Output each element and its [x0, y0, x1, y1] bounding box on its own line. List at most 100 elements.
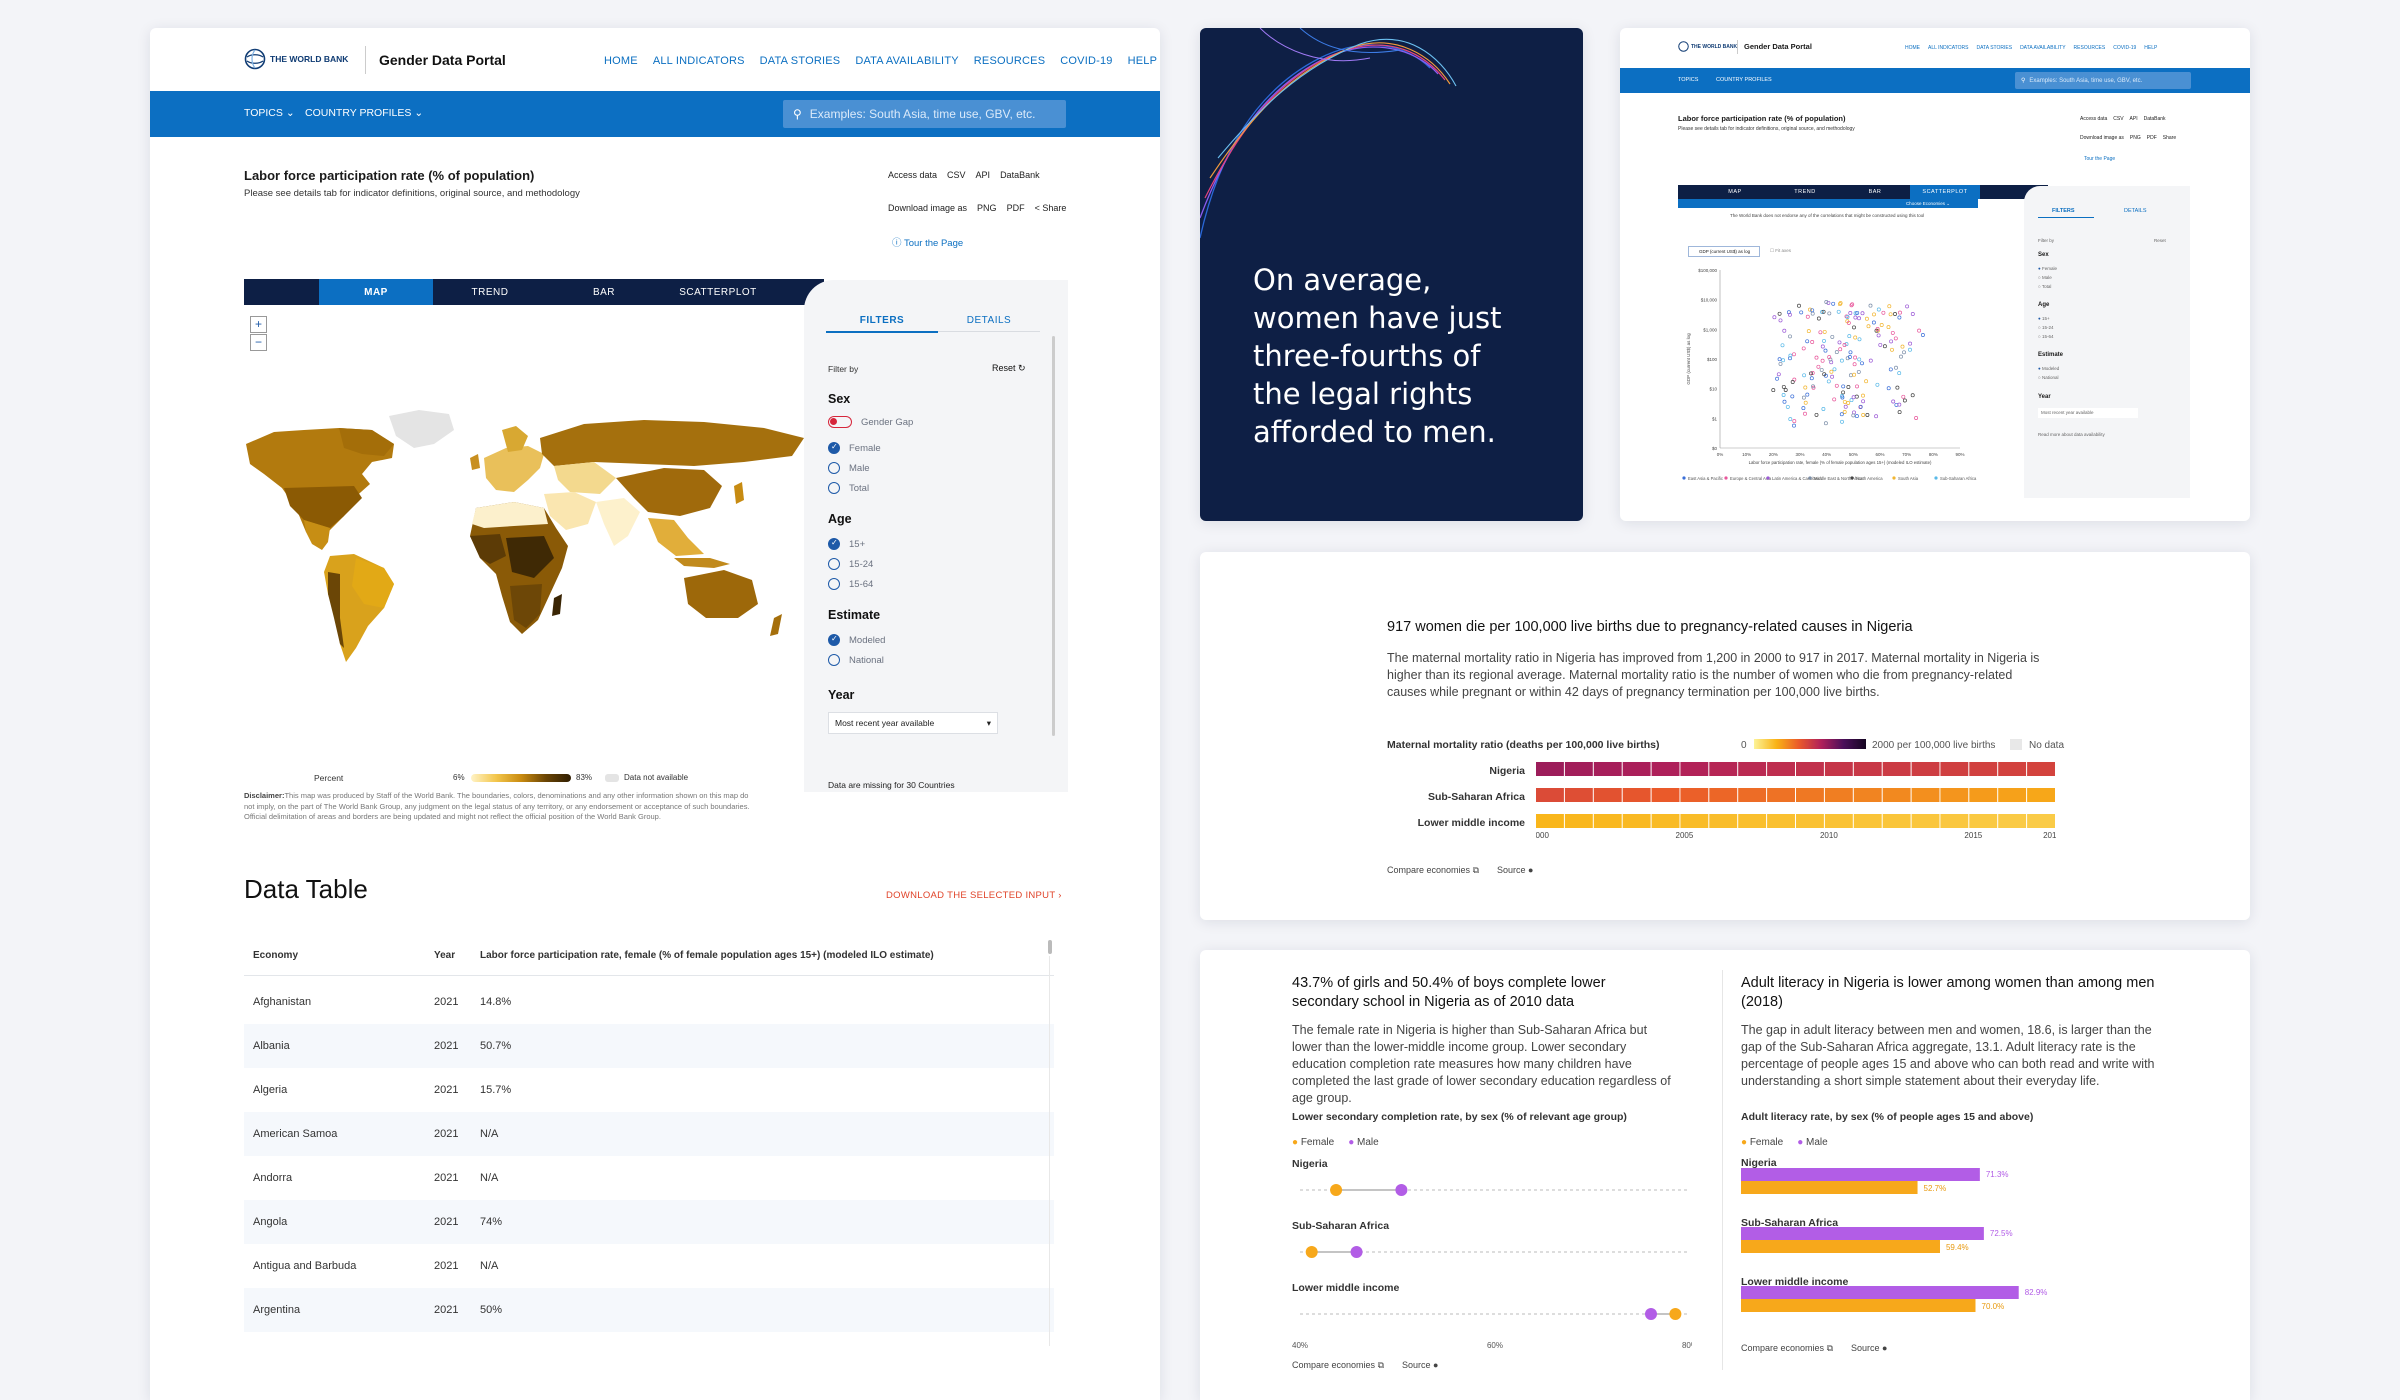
tab-filters[interactable]: FILTERS — [859, 315, 905, 326]
portal-title[interactable]: Gender Data Portal — [379, 52, 506, 68]
age-15-24-option[interactable]: 15-24 — [828, 554, 873, 574]
literacy-bar-chart[interactable]: 71.3% 52.7% 72.5% 59.4% 82.9% 70.0% — [1741, 1168, 2161, 1348]
age-15-24-option[interactable]: ○ 15-24 — [2038, 325, 2054, 330]
age-15-64-option[interactable]: 15-64 — [828, 574, 873, 594]
nav-all-indicators[interactable]: ALL INDICATORS — [652, 55, 745, 67]
sex-total-option[interactable]: ○ Total — [2038, 284, 2052, 289]
nav-resources[interactable]: RESOURCES — [973, 55, 1046, 67]
share-button[interactable]: < Share — [1035, 203, 1067, 213]
nav-help[interactable]: HELP — [1127, 55, 1158, 67]
age-15plus-option[interactable]: 15+ — [828, 534, 865, 554]
tab-details[interactable]: DETAILS — [966, 315, 1012, 326]
sex-male-option[interactable]: ○ Male — [2038, 275, 2052, 280]
tab-trend[interactable]: TREND — [1794, 189, 1816, 195]
age-15plus-option[interactable]: ● 15+ — [2038, 316, 2050, 321]
country-profiles-menu[interactable]: COUNTRY PROFILES ⌄ — [305, 107, 423, 119]
year-select[interactable]: Most recent year available — [2038, 408, 2138, 418]
nav-home[interactable]: HOME — [1905, 45, 1920, 51]
tab-bar[interactable]: BAR — [592, 286, 616, 298]
databank-link[interactable]: DataBank — [1000, 170, 1040, 180]
pdf-link[interactable]: PDF — [2146, 135, 2157, 141]
csv-link[interactable]: CSV — [947, 170, 966, 180]
table-row[interactable]: Algeria 2021 15.7% — [244, 1068, 1054, 1112]
tab-trend[interactable]: TREND — [471, 286, 509, 298]
edu-compare-link[interactable]: Compare economies ⧉ — [1292, 1360, 1384, 1371]
year-select[interactable]: Most recent year available ▾ — [828, 712, 998, 734]
table-row[interactable]: Antigua and Barbuda 2021 N/A — [244, 1244, 1054, 1288]
lit-source-link[interactable]: Source ● — [1851, 1343, 1887, 1353]
estimate-modeled-option[interactable]: Modeled — [828, 630, 885, 650]
databank-link[interactable]: DataBank — [2143, 116, 2166, 122]
compare-economies-link[interactable]: Compare economies ⧉ — [1387, 865, 1479, 876]
portal-title[interactable]: Gender Data Portal — [1744, 42, 1812, 51]
table-row[interactable]: Albania 2021 50.7% — [244, 1024, 1054, 1068]
tab-details[interactable]: DETAILS — [2124, 208, 2147, 214]
api-link[interactable]: API — [975, 170, 991, 180]
nav-all-indicators[interactable]: ALL INDICATORS — [1928, 45, 1969, 51]
tour-link[interactable]: Tour the Page — [2084, 156, 2116, 162]
wb-logo[interactable]: THE WORLD BANK — [244, 48, 348, 70]
nav-data-stories[interactable]: DATA STORIES — [759, 55, 841, 67]
zoom-out-button[interactable]: − — [250, 334, 267, 351]
nav-home[interactable]: HOME — [604, 55, 638, 67]
world-map[interactable] — [244, 408, 812, 666]
header-value[interactable]: Labor force participation rate, female (… — [480, 950, 934, 961]
pdf-link[interactable]: PDF — [1006, 203, 1025, 213]
table-scrollbar[interactable] — [1048, 940, 1052, 954]
tour-link[interactable]: ⓘ Tour the Page — [892, 235, 963, 249]
age-15-64-option[interactable]: ○ 15-64 — [2038, 334, 2054, 339]
estimate-national-option[interactable]: ○ National — [2038, 375, 2059, 380]
sex-male-option[interactable]: Male — [828, 458, 870, 478]
tab-scatterplot[interactable]: SCATTERPLOT — [1910, 185, 1980, 199]
zoom-in-button[interactable]: + — [250, 316, 267, 333]
sex-total-option[interactable]: Total — [828, 478, 869, 498]
tab-bar[interactable]: BAR — [1868, 189, 1882, 195]
header-economy[interactable]: Economy — [253, 950, 299, 961]
mmr-heatmap[interactable]: 2000 2005 2010 2015 2017 — [1536, 762, 2056, 842]
table-row[interactable]: Afghanistan 2021 14.8% — [244, 980, 1054, 1024]
table-row[interactable]: American Samoa 2021 N/A — [244, 1112, 1054, 1156]
nav-covid[interactable]: COVID-19 — [2113, 45, 2137, 51]
completion-dot-plot[interactable]: 40% 60% 80% — [1292, 1170, 1692, 1350]
sex-female-option[interactable]: ● Female — [2038, 266, 2057, 271]
tab-filters[interactable]: FILTERS — [2052, 208, 2075, 214]
nav-data-availability[interactable]: DATA AVAILABILITY — [2020, 45, 2066, 51]
gender-gap-toggle[interactable]: Gender Gap — [828, 412, 913, 432]
png-link[interactable]: PNG — [2129, 135, 2141, 141]
lit-compare-link[interactable]: Compare economies ⧉ — [1741, 1343, 1833, 1354]
country-profiles-menu[interactable]: COUNTRY PROFILES — [1716, 77, 1772, 83]
search-input[interactable]: ⚲ Examples: South Asia, time use, GBV, et… — [2015, 72, 2191, 89]
reset-button[interactable]: Reset — [2154, 238, 2166, 243]
table-row[interactable]: Andorra 2021 N/A — [244, 1156, 1054, 1200]
estimate-national-option[interactable]: National — [828, 650, 884, 670]
api-link[interactable]: API — [2129, 116, 2138, 122]
filter-scrollbar[interactable] — [1052, 336, 1055, 736]
read-more-link[interactable]: Read more about data availability — [2038, 432, 2105, 437]
topics-menu[interactable]: TOPICS ⌄ — [244, 107, 295, 119]
share-button[interactable]: Share — [2162, 135, 2177, 141]
x-variable-select[interactable]: GDP (current US$) as log — [1688, 246, 1760, 257]
table-row[interactable]: Argentina 2021 50% — [244, 1288, 1054, 1332]
nav-resources[interactable]: RESOURCES — [2073, 45, 2106, 51]
nav-covid[interactable]: COVID-19 — [1060, 55, 1113, 67]
nav-help[interactable]: HELP — [2144, 45, 2158, 51]
csv-link[interactable]: CSV — [2113, 116, 2124, 122]
scatterplot[interactable]: $100,000 $10,000 $1,000 $100 $10 $1 $00% 10% 20%… — [1680, 260, 1980, 521]
nav-data-stories[interactable]: DATA STORIES — [1976, 45, 2013, 51]
tab-scatterplot[interactable]: SCATTERPLOT — [679, 286, 757, 298]
header-year[interactable]: Year — [434, 950, 456, 961]
sex-female-option[interactable]: Female — [828, 438, 881, 458]
topics-menu[interactable]: TOPICS — [1678, 77, 1699, 83]
source-link[interactable]: Source ● — [1497, 865, 1533, 875]
download-input-link[interactable]: DOWNLOAD THE SELECTED INPUT › — [886, 890, 1062, 901]
png-link[interactable]: PNG — [977, 203, 997, 213]
tab-map[interactable]: MAP — [1728, 189, 1742, 195]
fit-axes-checkbox[interactable]: ☐ Fit axes — [1770, 248, 1792, 253]
estimate-modeled-option[interactable]: ● Modeled — [2038, 366, 2060, 371]
search-input[interactable]: ⚲ Examples: South Asia, time use, GBV, e… — [783, 100, 1066, 128]
edu-source-link[interactable]: Source ● — [1402, 1360, 1438, 1370]
table-row[interactable]: Angola 2021 74% — [244, 1200, 1054, 1244]
choose-economies-bar[interactable]: Choose Economies ⌄ — [1678, 199, 1978, 208]
nav-data-availability[interactable]: DATA AVAILABILITY — [855, 55, 959, 67]
tab-map[interactable]: MAP — [319, 279, 433, 305]
